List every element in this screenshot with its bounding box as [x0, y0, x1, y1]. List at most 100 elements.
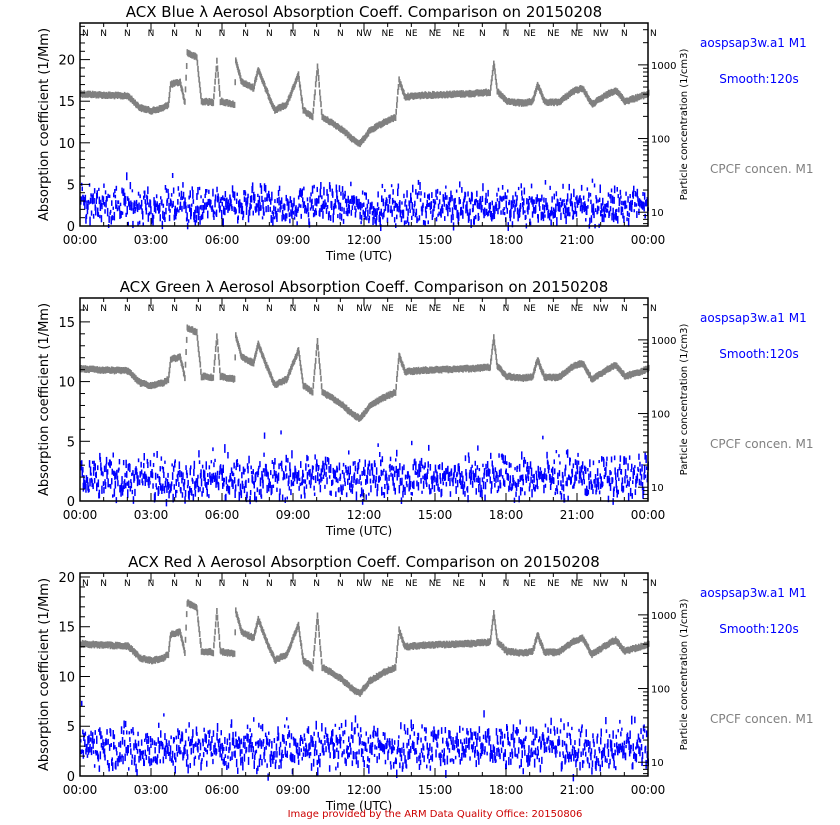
concentration-point	[319, 369, 322, 376]
absorption-point	[100, 467, 103, 476]
absorption-point	[353, 472, 356, 480]
x-tick-label: 21:00	[560, 508, 595, 522]
absorption-point	[324, 456, 327, 466]
absorption-point	[260, 205, 262, 211]
absorption-point	[369, 478, 372, 484]
absorption-point	[491, 215, 493, 222]
concentration-point	[200, 92, 202, 99]
absorption-point	[564, 464, 567, 471]
absorption-point	[250, 195, 253, 203]
absorption-point	[393, 217, 396, 223]
concentration-point	[533, 94, 535, 101]
absorption-point	[486, 461, 489, 469]
absorption-point	[602, 206, 605, 212]
absorption-point	[437, 465, 440, 470]
absorption-point	[368, 460, 371, 467]
absorption-point	[221, 209, 223, 219]
absorption-point	[523, 460, 525, 468]
absorption-point	[421, 204, 424, 212]
absorption-point	[351, 205, 354, 211]
absorption-point	[103, 183, 105, 188]
absorption-point	[292, 472, 294, 480]
absorption-point	[447, 465, 449, 474]
absorption-point	[233, 462, 235, 469]
absorption-point	[586, 489, 589, 496]
absorption-point	[420, 457, 423, 466]
y-tick-label: 5	[67, 435, 75, 450]
absorption-point	[305, 463, 307, 471]
absorption-point	[275, 474, 278, 479]
absorption-point	[522, 474, 524, 482]
absorption-point	[308, 221, 311, 228]
absorption-point	[254, 194, 256, 202]
wind-direction-label: N	[337, 29, 344, 39]
concentration-point	[168, 371, 170, 378]
absorption-point	[261, 474, 264, 484]
absorption-point	[103, 202, 106, 207]
absorption-point	[423, 220, 425, 224]
concentration-point	[316, 70, 318, 77]
absorption-point	[201, 211, 204, 220]
absorption-point	[634, 465, 636, 469]
absorption-point	[307, 464, 310, 468]
absorption-point	[232, 480, 234, 490]
absorption-point	[306, 471, 309, 480]
absorption-point	[518, 495, 520, 503]
absorption-point	[286, 473, 288, 479]
absorption-point	[110, 461, 112, 466]
absorption-point	[301, 188, 303, 196]
absorption-point	[518, 463, 521, 472]
absorption-point	[597, 199, 599, 203]
absorption-point	[595, 195, 597, 199]
absorption-point	[505, 200, 507, 209]
concentration-point	[215, 340, 218, 347]
concentration-point	[317, 344, 319, 351]
absorption-point	[360, 487, 363, 496]
absorption-point	[112, 206, 114, 210]
absorption-point	[192, 479, 194, 484]
absorption-point	[493, 213, 496, 220]
absorption-point	[81, 469, 83, 477]
absorption-point	[444, 474, 447, 481]
concentration-point	[396, 376, 398, 382]
concentration-point	[534, 365, 536, 371]
absorption-point	[186, 212, 188, 221]
absorption-point	[473, 216, 475, 225]
absorption-point	[584, 465, 586, 472]
concentration-point	[167, 652, 170, 659]
absorption-point	[191, 203, 193, 207]
absorption-point	[414, 470, 417, 475]
absorption-point	[430, 210, 432, 214]
absorption-point	[367, 463, 370, 471]
absorption-point	[382, 198, 385, 207]
absorption-point	[313, 184, 315, 189]
absorption-point	[625, 205, 628, 209]
absorption-point	[230, 477, 232, 481]
absorption-point	[454, 197, 456, 204]
absorption-point	[101, 485, 103, 494]
absorption-point	[291, 482, 294, 486]
concentration-point	[491, 75, 493, 82]
wind-direction-label: NE	[523, 29, 536, 39]
absorption-point	[481, 195, 484, 202]
absorption-point	[579, 466, 581, 474]
absorption-point	[319, 208, 321, 217]
absorption-point	[409, 485, 411, 490]
absorption-point	[503, 460, 505, 465]
absorption-point	[148, 476, 151, 482]
absorption-point	[418, 191, 420, 196]
absorption-point	[433, 205, 435, 212]
concentration-point	[199, 361, 202, 368]
concentration-point	[301, 649, 303, 656]
absorption-point	[256, 471, 258, 475]
absorption-point	[180, 196, 182, 201]
absorption-point	[176, 207, 179, 212]
absorption-point	[566, 477, 568, 487]
absorption-point	[587, 490, 590, 495]
absorption-point	[269, 206, 271, 212]
absorption-point	[128, 201, 130, 208]
absorption-point	[124, 482, 127, 489]
absorption-point	[536, 478, 538, 488]
absorption-point	[528, 466, 530, 475]
absorption-point	[285, 465, 287, 472]
